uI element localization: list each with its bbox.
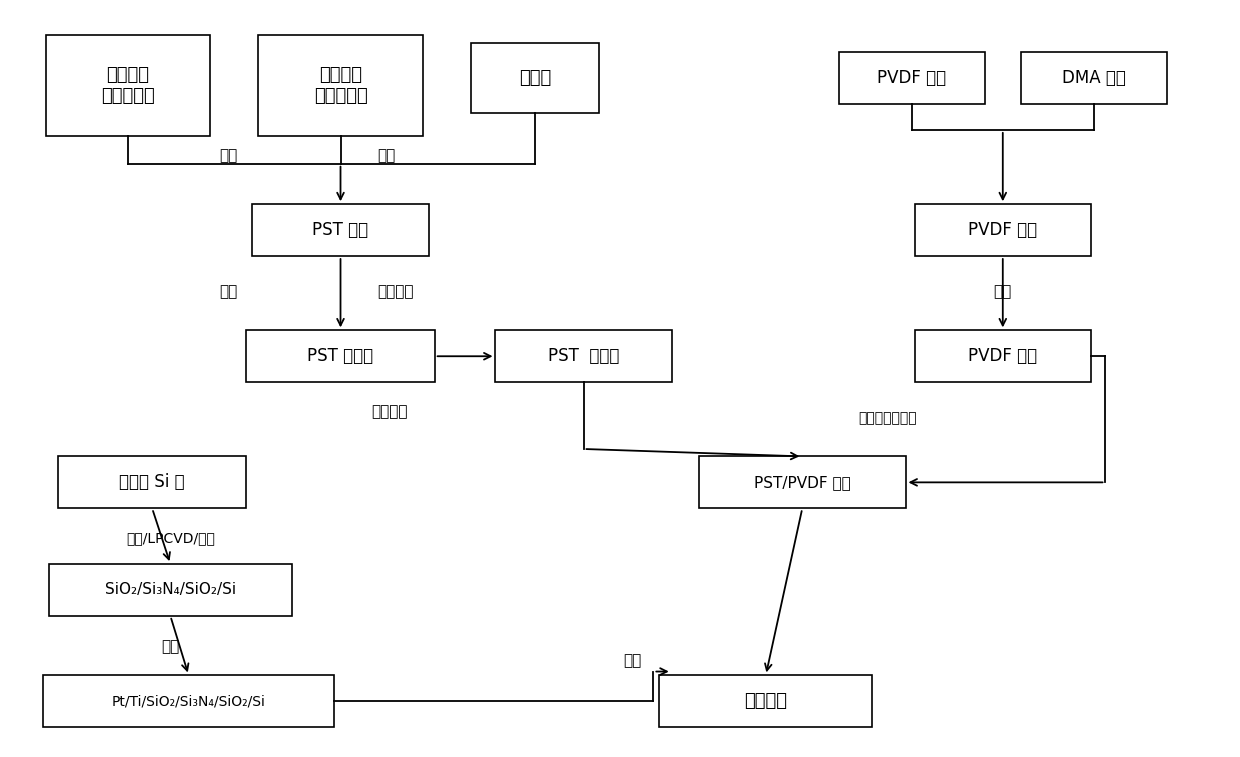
Text: 除泡: 除泡 bbox=[993, 284, 1012, 299]
Bar bbox=[471, 43, 599, 114]
Bar bbox=[915, 330, 1091, 382]
Text: PST 溶胶: PST 溶胶 bbox=[312, 221, 368, 239]
Bar bbox=[253, 204, 429, 256]
Text: 聚合: 聚合 bbox=[219, 284, 237, 299]
Text: 旋涂: 旋涂 bbox=[622, 653, 641, 668]
Text: 搅拌: 搅拌 bbox=[377, 148, 396, 164]
Bar bbox=[247, 330, 435, 382]
Text: 已清洗 Si 片: 已清洗 Si 片 bbox=[119, 473, 185, 491]
Text: 搅拌并超声分散: 搅拌并超声分散 bbox=[858, 411, 916, 425]
Bar bbox=[1021, 52, 1167, 104]
Text: DMA 溶剂: DMA 溶剂 bbox=[1061, 69, 1126, 87]
Bar bbox=[838, 52, 985, 104]
Text: 溅射: 溅射 bbox=[161, 640, 180, 655]
Bar bbox=[915, 204, 1091, 256]
Text: PVDF 粉体: PVDF 粉体 bbox=[877, 69, 946, 87]
Text: 加热: 加热 bbox=[219, 148, 237, 164]
Bar bbox=[58, 456, 247, 509]
Bar bbox=[258, 36, 423, 136]
Bar bbox=[660, 675, 872, 727]
Text: PST/PVDF 浆料: PST/PVDF 浆料 bbox=[754, 475, 851, 490]
Bar bbox=[46, 36, 210, 136]
Bar bbox=[496, 330, 672, 382]
Text: 乙醇铌与
乙二醇甲醚: 乙醇铌与 乙二醇甲醚 bbox=[314, 66, 367, 105]
Text: PVDF 溶液: PVDF 溶液 bbox=[968, 347, 1038, 365]
Text: 复合厚膜: 复合厚膜 bbox=[744, 692, 787, 710]
Text: Pt/Ti/SiO₂/Si₃N₄/SiO₂/Si: Pt/Ti/SiO₂/Si₃N₄/SiO₂/Si bbox=[112, 694, 265, 709]
Bar bbox=[42, 675, 335, 727]
Bar bbox=[699, 456, 905, 509]
Text: 三乙醇胺: 三乙醇胺 bbox=[377, 284, 413, 299]
Bar bbox=[48, 564, 291, 616]
Text: PVDF 溶液: PVDF 溶液 bbox=[968, 221, 1038, 239]
Text: SiO₂/Si₃N₄/SiO₂/Si: SiO₂/Si₃N₄/SiO₂/Si bbox=[105, 582, 236, 597]
Text: 乙醇钽: 乙醇钽 bbox=[518, 69, 551, 87]
Text: 乙醇铅与
乙二醇甲醚: 乙醇铅与 乙二醇甲醚 bbox=[100, 66, 155, 105]
Text: 烘干预烧: 烘干预烧 bbox=[371, 404, 408, 419]
Text: 氧化/LPCVD/氧化: 氧化/LPCVD/氧化 bbox=[126, 531, 215, 545]
Text: PST 前驱体: PST 前驱体 bbox=[308, 347, 373, 365]
Text: PST  纳米粉: PST 纳米粉 bbox=[548, 347, 619, 365]
